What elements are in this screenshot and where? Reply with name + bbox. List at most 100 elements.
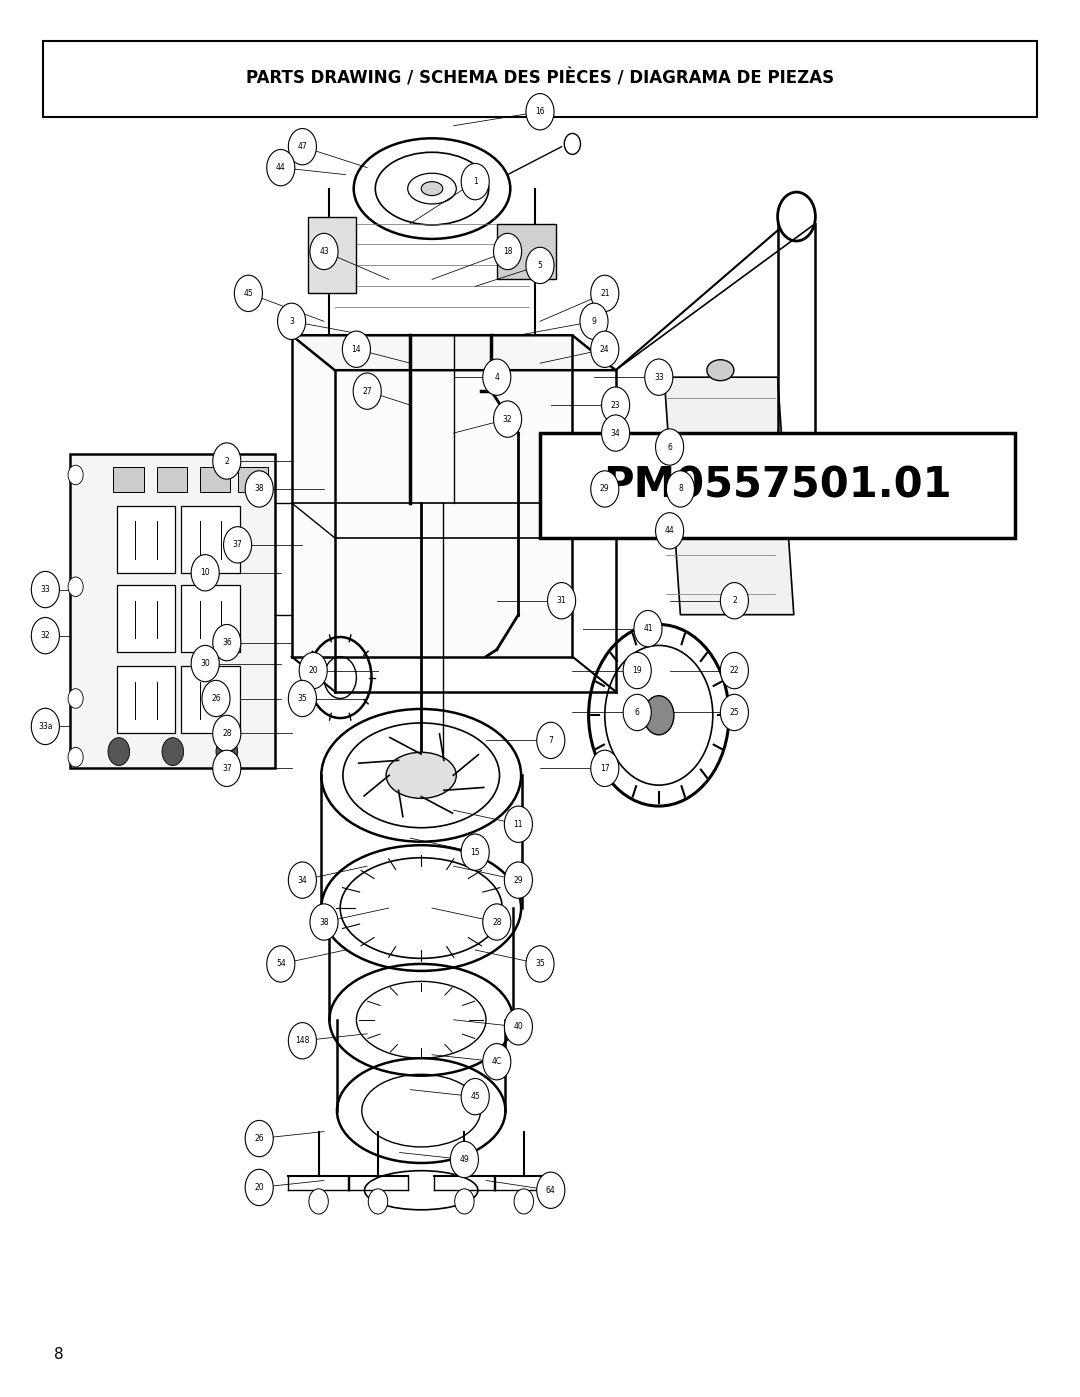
Circle shape	[461, 163, 489, 200]
Circle shape	[548, 583, 576, 619]
Text: 45: 45	[470, 1092, 481, 1101]
Text: 15: 15	[471, 848, 480, 856]
Text: 20: 20	[255, 1183, 264, 1192]
Circle shape	[526, 94, 554, 130]
Circle shape	[310, 904, 338, 940]
Text: 21: 21	[600, 289, 609, 298]
Circle shape	[483, 904, 511, 940]
Text: 64: 64	[545, 1186, 556, 1194]
Circle shape	[494, 233, 522, 270]
Text: 33: 33	[653, 373, 664, 381]
Text: 8: 8	[54, 1347, 64, 1362]
Text: 26: 26	[255, 1134, 264, 1143]
Text: 32: 32	[41, 631, 50, 640]
Circle shape	[234, 275, 262, 312]
Text: 20: 20	[309, 666, 318, 675]
Bar	[117, 506, 175, 573]
Circle shape	[31, 571, 59, 608]
Circle shape	[455, 1189, 474, 1214]
Circle shape	[526, 247, 554, 284]
Ellipse shape	[421, 182, 443, 196]
Circle shape	[31, 708, 59, 745]
Text: 14: 14	[352, 345, 361, 353]
Circle shape	[450, 1141, 478, 1178]
Bar	[113, 467, 144, 492]
Circle shape	[461, 1078, 489, 1115]
Text: 7: 7	[549, 736, 553, 745]
Circle shape	[591, 331, 619, 367]
Text: 34: 34	[297, 876, 308, 884]
Circle shape	[514, 1189, 534, 1214]
Text: 10: 10	[201, 569, 210, 577]
Text: 29: 29	[514, 876, 523, 884]
Text: 38: 38	[255, 485, 264, 493]
Text: 44: 44	[664, 527, 675, 535]
Text: 18: 18	[503, 247, 512, 256]
Text: 11: 11	[514, 820, 523, 828]
Circle shape	[213, 624, 241, 661]
Circle shape	[602, 387, 630, 423]
Circle shape	[213, 443, 241, 479]
Text: PARTS DRAWING / SCHEMA DES PIÈCES / DIAGRAMA DE PIEZAS: PARTS DRAWING / SCHEMA DES PIÈCES / DIAG…	[246, 70, 834, 88]
Bar	[157, 467, 187, 492]
Circle shape	[580, 303, 608, 339]
Circle shape	[267, 946, 295, 982]
Text: 31: 31	[557, 597, 566, 605]
Circle shape	[245, 471, 273, 507]
Text: 36: 36	[221, 638, 232, 647]
Circle shape	[494, 401, 522, 437]
Circle shape	[368, 1189, 388, 1214]
Text: 45: 45	[243, 289, 254, 298]
Bar	[117, 585, 175, 652]
Circle shape	[623, 652, 651, 689]
Text: 8: 8	[678, 485, 683, 493]
Text: 24: 24	[600, 345, 609, 353]
Text: 148: 148	[295, 1037, 310, 1045]
Text: 1: 1	[473, 177, 477, 186]
Text: 41: 41	[644, 624, 652, 633]
Circle shape	[483, 359, 511, 395]
Bar	[181, 666, 240, 733]
Bar	[308, 217, 356, 293]
Text: 4: 4	[495, 373, 499, 381]
Circle shape	[31, 617, 59, 654]
Circle shape	[213, 750, 241, 787]
Text: 22: 22	[730, 666, 739, 675]
Text: 4C: 4C	[491, 1058, 502, 1066]
Text: 23: 23	[611, 401, 620, 409]
Text: 6: 6	[635, 708, 639, 717]
Circle shape	[526, 946, 554, 982]
Ellipse shape	[707, 359, 734, 380]
Circle shape	[634, 610, 662, 647]
Circle shape	[224, 527, 252, 563]
Text: 5: 5	[538, 261, 542, 270]
Text: 9: 9	[592, 317, 596, 326]
Circle shape	[483, 1044, 511, 1080]
Circle shape	[623, 694, 651, 731]
Circle shape	[591, 750, 619, 787]
Circle shape	[278, 303, 306, 339]
Text: 32: 32	[503, 415, 512, 423]
Text: 37: 37	[232, 541, 243, 549]
Circle shape	[202, 680, 230, 717]
Text: 44: 44	[275, 163, 286, 172]
Circle shape	[162, 738, 184, 766]
Circle shape	[591, 471, 619, 507]
Circle shape	[310, 233, 338, 270]
Circle shape	[537, 722, 565, 759]
Circle shape	[288, 680, 316, 717]
Text: 35: 35	[297, 694, 308, 703]
Circle shape	[504, 806, 532, 842]
FancyBboxPatch shape	[540, 433, 1015, 538]
Circle shape	[288, 129, 316, 165]
FancyBboxPatch shape	[43, 41, 1037, 117]
Circle shape	[288, 862, 316, 898]
Circle shape	[191, 645, 219, 682]
Circle shape	[213, 715, 241, 752]
Circle shape	[299, 652, 327, 689]
Circle shape	[591, 275, 619, 312]
Text: 49: 49	[459, 1155, 470, 1164]
Text: 6: 6	[667, 443, 672, 451]
Circle shape	[68, 465, 83, 485]
Polygon shape	[292, 335, 616, 370]
